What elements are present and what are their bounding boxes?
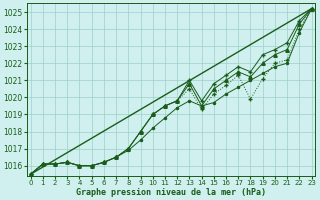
X-axis label: Graphe pression niveau de la mer (hPa): Graphe pression niveau de la mer (hPa) [76, 188, 266, 197]
